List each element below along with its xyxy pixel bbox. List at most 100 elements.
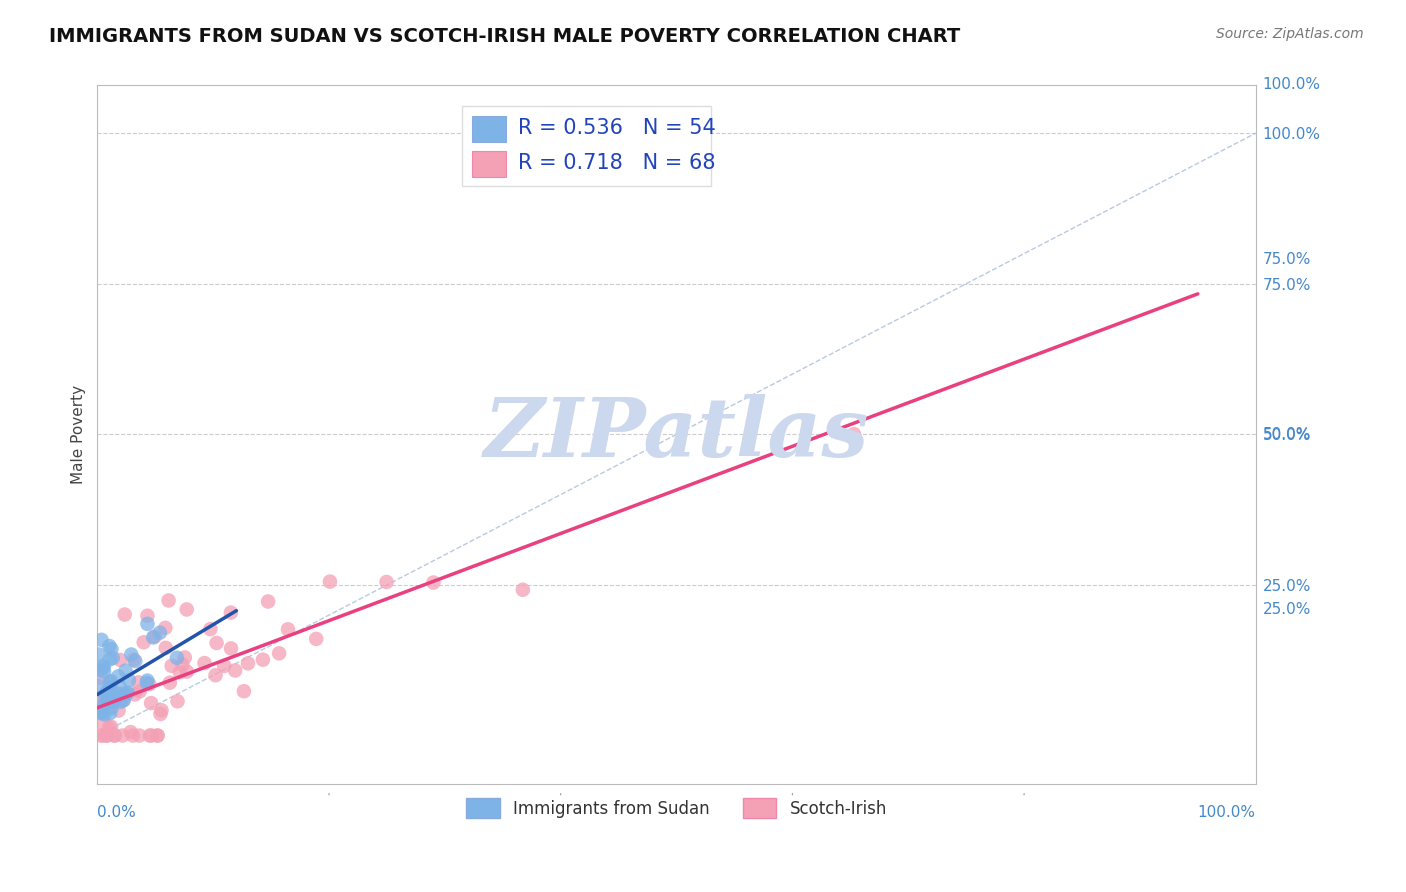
Point [135, 676, 157, 690]
Point [97, 690, 120, 705]
Point [172, 657, 194, 672]
Point [136, 608, 159, 623]
Point [98, 639, 121, 653]
Point [136, 673, 159, 688]
Point [87, 706, 110, 720]
Point [176, 665, 198, 679]
Point [97, 683, 120, 698]
Point [176, 602, 198, 616]
Point [160, 658, 183, 673]
Point [100, 680, 122, 694]
Point [100, 674, 122, 689]
Point [375, 574, 398, 589]
Point [96, 729, 118, 743]
Point [91, 729, 114, 743]
Point [842, 427, 865, 442]
Point [98, 720, 121, 734]
Point [219, 641, 242, 656]
Point [319, 574, 342, 589]
Point [104, 729, 127, 743]
Point [205, 636, 228, 650]
Point [159, 675, 181, 690]
Point [114, 607, 136, 622]
Point [112, 693, 135, 707]
Point [100, 720, 122, 734]
Point [141, 729, 163, 743]
Point [103, 695, 125, 709]
Point [104, 692, 127, 706]
Point [96, 694, 118, 708]
Point [146, 729, 169, 743]
Point [224, 664, 246, 678]
Point [87, 704, 110, 718]
Point [142, 631, 165, 645]
Point [128, 675, 150, 690]
Point [138, 677, 160, 691]
Point [132, 635, 155, 649]
Point [91, 671, 114, 685]
Point [91, 698, 114, 713]
Text: 25.0%: 25.0% [1263, 601, 1310, 616]
Point [155, 621, 177, 635]
Point [173, 650, 195, 665]
Point [257, 594, 280, 608]
Point [277, 623, 299, 637]
Point [166, 694, 188, 708]
Y-axis label: Male Poverty: Male Poverty [72, 384, 86, 483]
Point [98, 706, 121, 720]
Point [101, 700, 124, 714]
Point [98, 652, 121, 666]
Point [236, 657, 259, 671]
Point [101, 691, 124, 706]
Point [105, 690, 128, 705]
Point [91, 659, 114, 673]
Text: 75.0%: 75.0% [1263, 252, 1310, 267]
Point [169, 665, 191, 680]
Point [100, 682, 122, 697]
Point [108, 653, 131, 667]
Point [252, 653, 274, 667]
Text: ZIPatlas: ZIPatlas [484, 394, 869, 475]
Point [232, 684, 254, 698]
Point [87, 679, 110, 693]
Point [93, 665, 115, 679]
Point [110, 695, 132, 709]
Point [98, 675, 121, 690]
Point [512, 582, 534, 597]
Point [212, 659, 235, 673]
Point [103, 729, 125, 743]
Point [96, 685, 118, 699]
Point [200, 622, 222, 636]
Point [96, 729, 118, 743]
Point [136, 616, 159, 631]
Point [97, 695, 120, 709]
Text: Source: ZipAtlas.com: Source: ZipAtlas.com [1216, 27, 1364, 41]
Point [305, 632, 328, 646]
Point [101, 651, 124, 665]
Point [90, 690, 112, 705]
Text: 100.0%: 100.0% [1198, 805, 1256, 820]
Point [219, 606, 242, 620]
Point [93, 660, 115, 674]
Point [269, 646, 291, 660]
Point [118, 673, 141, 688]
Point [93, 697, 115, 711]
Point [122, 729, 145, 743]
Point [139, 696, 162, 710]
FancyBboxPatch shape [471, 116, 506, 142]
Point [90, 632, 112, 647]
Point [166, 650, 188, 665]
Point [107, 704, 129, 718]
Point [100, 642, 122, 657]
Point [193, 656, 215, 670]
Point [108, 680, 131, 694]
Point [112, 687, 135, 701]
Text: 50.0%: 50.0% [1263, 427, 1310, 442]
Legend: Immigrants from Sudan, Scotch-Irish: Immigrants from Sudan, Scotch-Irish [460, 792, 894, 824]
Point [96, 685, 118, 699]
Point [150, 703, 173, 717]
Point [110, 687, 132, 701]
Point [122, 653, 145, 667]
Point [89, 691, 111, 706]
Point [117, 686, 139, 700]
